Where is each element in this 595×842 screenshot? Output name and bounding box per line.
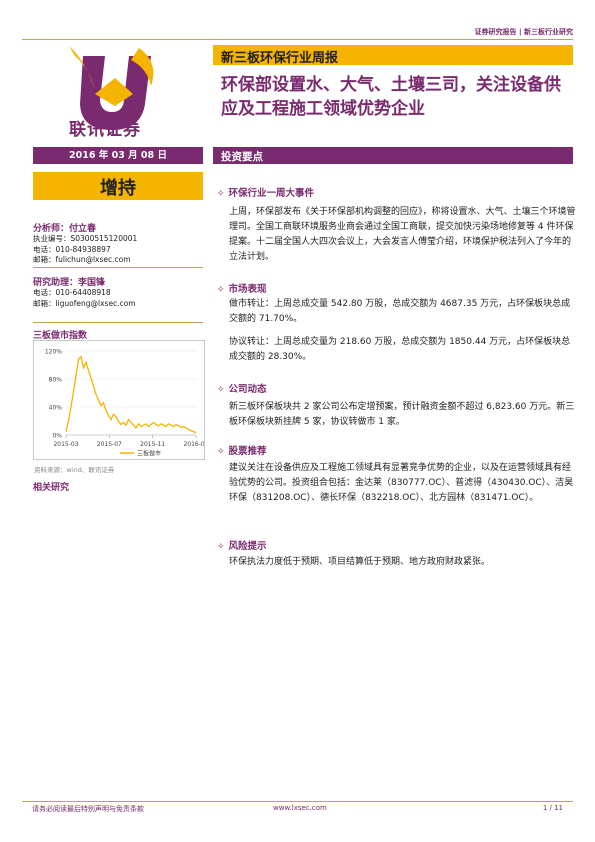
report-title: 环保部设置水、大气、土壤三司，关注设备供应及工程施工领域优势企业 (221, 75, 561, 119)
logo-text: 联讯证券 (69, 120, 141, 140)
y-tick-label: 80% (49, 377, 63, 384)
assistant-tel: 电话：010-64408918 (33, 288, 111, 297)
assistant-name: 研究助理：李国锋 (33, 278, 106, 288)
paragraph: 协议转让：上周总成交量为 218.60 万股，总成交额为 1850.44 万元，… (229, 337, 571, 362)
top-divider (22, 39, 573, 40)
company-logo (69, 46, 154, 130)
paragraph: 环保执法力度低于预期、项目结算低于预期、地方政府财政紧张。 (229, 557, 491, 567)
paragraph: 新三板环保板块共 2 家公司公布定增预案，预计融资金额不超过 6,823.60 … (229, 402, 575, 427)
rating-box: 增持 (33, 172, 203, 200)
x-tick-label: 2016-03 (183, 441, 204, 448)
sidebar-divider (33, 322, 203, 323)
analyst-email: 邮箱：fulichun@lxsec.com (33, 255, 131, 264)
page-number: 1 / 11 (542, 804, 563, 812)
sidebar-divider (33, 267, 203, 268)
point-heading-3: ✧ 公司动态 (217, 384, 267, 395)
report-date: 2016 年 03 月 08 日 (33, 147, 203, 164)
x-tick-label: 2015-03 (53, 441, 78, 448)
paragraph: 做市转让：上周总成交量 542.80 万股，总成交额为 4687.35 万元，占… (229, 299, 571, 324)
diamond-icon: ✧ (217, 542, 225, 552)
assistant-block: 研究助理：李国锋 电话：010-64408918 邮箱：liguofeng@lx… (33, 275, 203, 309)
report-type: 新三板环保行业周报 (221, 51, 339, 66)
point-heading-5: ✧ 风险提示 (217, 541, 267, 552)
paragraph: 建议关注在设备供应及工程施工领域具有显著竞争优势的企业，以及在运营领域具有经验优… (229, 463, 574, 503)
assistant-email: 邮箱：liguofeng@lxsec.com (33, 298, 136, 308)
analyst-reg: 执业编号：S0300515120001 (33, 234, 138, 243)
footer-disclaimer: 请务必阅读最后特别声明与免责条款 (32, 805, 144, 813)
point-heading-1: ✧ 环保行业一周大事件 (217, 188, 315, 199)
diamond-icon: ✧ (217, 385, 225, 395)
chart-title: 三板做市指数 (33, 331, 88, 341)
diamond-icon: ✧ (217, 447, 225, 457)
section-title: 投资要点 (221, 151, 263, 163)
analyst-name: 分析师：付立春 (33, 224, 97, 234)
y-tick-label: 120% (45, 349, 62, 356)
chart-source: 资料来源：wind、联讯证券 (34, 466, 115, 474)
y-tick-label: 0% (52, 433, 62, 440)
diamond-icon: ✧ (217, 285, 225, 295)
rating-value: 增持 (100, 178, 136, 199)
footer-website[interactable]: www.lxsec.com (273, 804, 327, 812)
report-category-tag: 证券研究报告 | 新三板行业研究 (474, 28, 573, 36)
series-line (65, 355, 197, 434)
related-research: 相关研究 (33, 483, 70, 493)
chart-container: 0% 40% 80% 120% 2015-03 2015-07 2015-11 2016-03… (33, 340, 209, 460)
paragraph: 上周，环保部发布《关于环保部机构调整的回应》，称将设置水、大气、土壤三个环境管理… (229, 207, 576, 262)
y-tick-label: 40% (49, 405, 63, 412)
legend-label: 三板做市 (137, 450, 161, 458)
analyst-block: 分析师：付立春 执业编号：S0300515120001 电话：010-84938… (33, 221, 203, 266)
point-heading-4: ✧ 股票推荐 (217, 446, 267, 457)
diamond-icon: ✧ (217, 189, 225, 199)
point-heading-2: ✧ 市场表现 (217, 284, 267, 295)
index-line-chart: 0% 40% 80% 120% 2015-03 2015-07 2015-11 2016-03… (45, 349, 209, 458)
report-type-bar: 新三板环保行业周报 (213, 45, 573, 66)
x-tick-label: 2015-07 (97, 441, 122, 448)
section-header: 投资要点 (213, 147, 573, 164)
x-tick-label: 2015-11 (140, 441, 165, 448)
footer-divider (22, 801, 573, 802)
analyst-tel: 电话：010-84938897 (33, 244, 111, 254)
